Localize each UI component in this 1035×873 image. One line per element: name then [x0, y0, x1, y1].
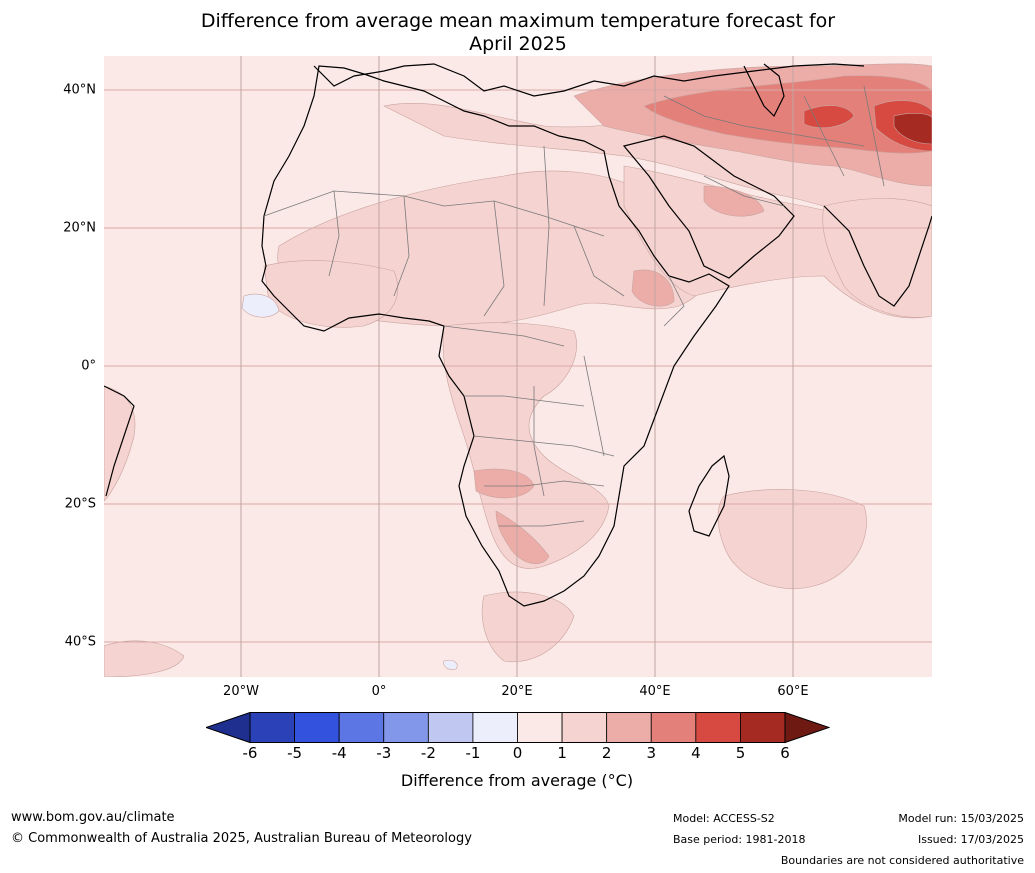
colorbar-segments: [249, 712, 786, 743]
colorbar-segment: [383, 712, 429, 743]
anomaly-region-kalahari: [495, 510, 550, 564]
colorbar-segment: [650, 712, 697, 743]
lat-label-20n: 20°N: [63, 220, 96, 236]
map-svg: [104, 56, 932, 677]
coastline-south-america: [104, 385, 135, 497]
anomaly-fills: [104, 63, 932, 677]
title-line-1: Difference from average mean maximum tem…: [200, 10, 836, 32]
colorbar-segment: [561, 712, 608, 743]
colorbar-segment: [695, 712, 741, 743]
map-title: Difference from average mean maximum tem…: [104, 10, 932, 56]
anomaly-region-south-atlantic: [481, 591, 575, 663]
colorbar-segment: [338, 712, 385, 743]
colorbar-border: [249, 712, 786, 743]
graticule: [104, 56, 932, 677]
colorbar-segment: [294, 712, 340, 743]
colorbar-tick: -2: [420, 744, 436, 762]
anomaly-region-cold-atlantic: [241, 293, 280, 318]
lon-label-40e: 40°E: [639, 684, 671, 699]
coastline-madagascar: [688, 454, 730, 537]
lat-label-20s: 20°S: [64, 496, 96, 512]
colorbar-segment: [472, 712, 518, 743]
anomaly-region-sw-corner: [104, 640, 185, 677]
colorbar-tick: -6: [242, 744, 258, 762]
lon-label-20e: 20°E: [501, 684, 533, 699]
colorbar-tick: -4: [331, 744, 347, 762]
lat-label-40n: 40°N: [63, 82, 96, 98]
colorbar-tick: 4: [691, 744, 701, 762]
lon-label-60e: 60°E: [777, 684, 809, 699]
anomaly-region-namibia: [473, 468, 535, 499]
anomaly-region-central-africa: [442, 322, 610, 569]
colorbar-tick: -1: [465, 744, 481, 762]
lon-label-20w: 20°W: [223, 684, 259, 699]
colorbar-segment: [740, 712, 786, 743]
colorbar-label: Difference from average (°C): [400, 771, 634, 790]
title-line-2: April 2025: [469, 33, 567, 55]
anomaly-region-indian-ocean: [717, 489, 867, 589]
colorbar-segment: [606, 712, 652, 743]
coastlines: [104, 63, 932, 607]
coastline-caspian: [743, 63, 785, 118]
temperature-anomaly-map: [104, 56, 932, 677]
footer-model: Model: ACCESS-S2: [673, 812, 775, 825]
colorbar-tick: 6: [780, 744, 790, 762]
footer-base-period: Base period: 1981-2018: [673, 833, 806, 846]
colorbar-tick: 1: [557, 744, 567, 762]
colorbar: [206, 712, 830, 744]
coastline-india: [823, 205, 932, 307]
lon-label-0: 0°: [371, 684, 387, 699]
lat-label-equator: 0°: [81, 358, 96, 374]
footer-issued: Issued: 17/03/2025: [917, 833, 1024, 846]
coastline-africa: [261, 65, 730, 607]
colorbar-segment: [249, 712, 295, 743]
coastline-arabia: [622, 135, 795, 279]
anomaly-region-horn: [631, 269, 675, 307]
country-borders: [263, 85, 885, 527]
colorbar-tick: 0: [512, 744, 523, 762]
footer-model-run: Model run: 15/03/2025: [898, 812, 1024, 825]
anomaly-region-peak: [893, 113, 932, 145]
colorbar-tick: -3: [376, 744, 392, 762]
lat-label-40s: 40°S: [64, 634, 96, 650]
colorbar-segment: [517, 712, 563, 743]
colorbar-extend-low: [206, 712, 251, 744]
colorbar-segment: [427, 712, 474, 743]
footer-disclaimer: Boundaries are not considered authoritat…: [780, 854, 1024, 867]
footer-website: www.bom.gov.au/climate: [11, 810, 175, 825]
colorbar-tick: 5: [735, 744, 746, 762]
colorbar-extend-high: [784, 712, 830, 744]
colorbar-tick: -5: [287, 744, 303, 762]
colorbar-tick: 2: [601, 744, 612, 762]
footer-copyright: © Commonwealth of Australia 2025, Austra…: [11, 831, 472, 846]
anomaly-region-afghanistan: [803, 105, 855, 129]
colorbar-tick: 3: [646, 744, 657, 762]
anomaly-region-cold-south: [443, 659, 458, 670]
